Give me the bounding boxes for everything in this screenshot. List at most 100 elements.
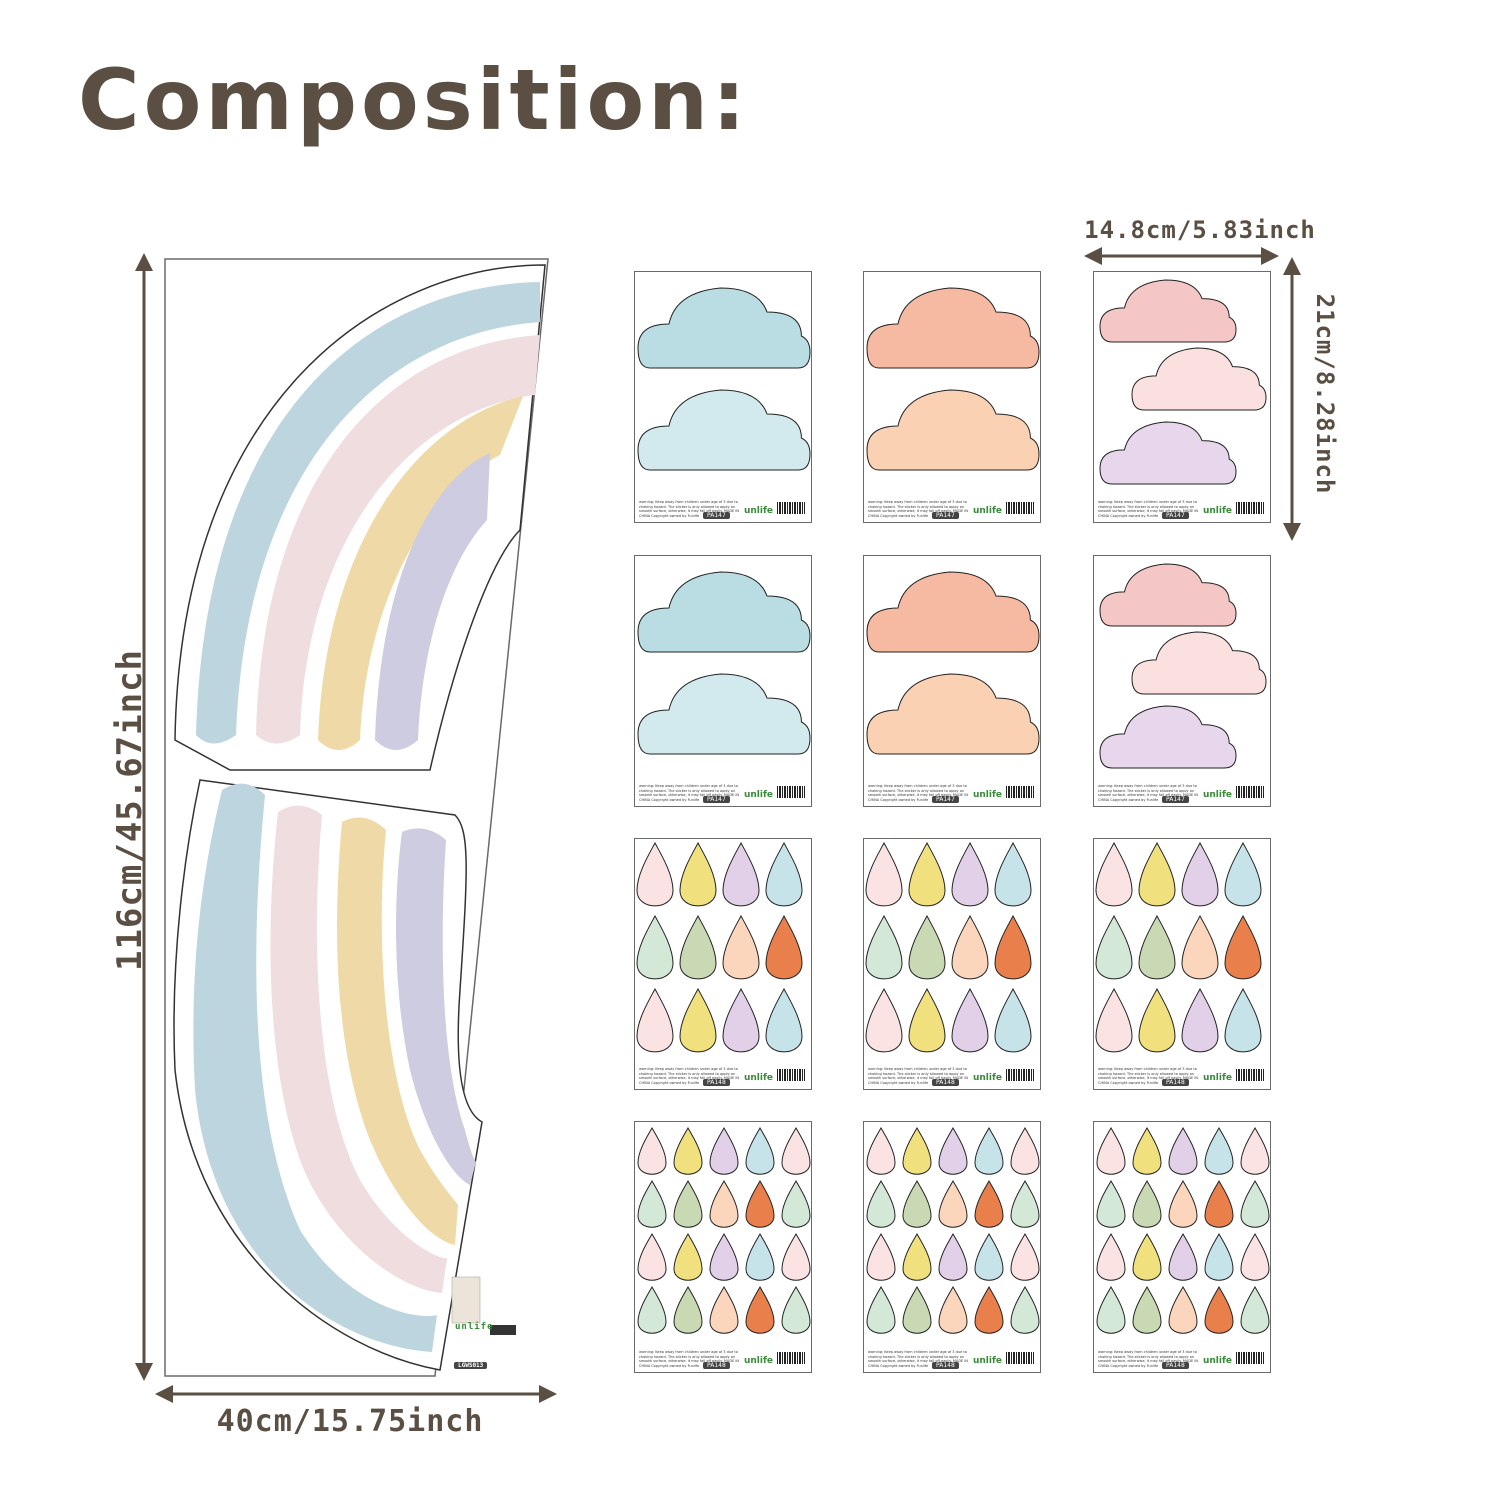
raindrop-sticker bbox=[637, 1232, 667, 1281]
raindrop-sticker bbox=[994, 841, 1032, 907]
cloud-sticker bbox=[1099, 421, 1237, 485]
cloud-sticker bbox=[637, 389, 811, 471]
raindrop-sticker bbox=[908, 914, 946, 980]
sheet-warning-text: warning: Keep away from children under a… bbox=[1098, 500, 1198, 518]
raindrop-sticker bbox=[866, 1232, 896, 1281]
cloud-sticker bbox=[637, 571, 811, 653]
raindrop-sticker bbox=[636, 987, 674, 1053]
raindrop-sticker bbox=[1096, 1232, 1126, 1281]
sticker-sheet: warning: Keep away from children under a… bbox=[634, 271, 812, 523]
sheet-warning-text: warning: Keep away from children under a… bbox=[868, 1067, 968, 1085]
sheet-warning-text: warning: Keep away from children under a… bbox=[1098, 784, 1198, 802]
sticker-sheet: warning: Keep away from children under a… bbox=[1093, 555, 1271, 807]
raindrop-sticker bbox=[1138, 841, 1176, 907]
raindrop-sticker bbox=[745, 1285, 775, 1334]
cloud-sticker bbox=[1099, 279, 1237, 343]
sticker-sheet: warning: Keep away from children under a… bbox=[634, 1121, 812, 1373]
raindrop-sticker bbox=[1010, 1179, 1040, 1228]
sheet-code: PA147 bbox=[703, 796, 730, 803]
sheet-code: PA147 bbox=[1162, 796, 1189, 803]
sheet-warning-text: warning: Keep away from children under a… bbox=[639, 784, 739, 802]
raindrop-sticker bbox=[1010, 1285, 1040, 1334]
raindrop-sticker bbox=[908, 987, 946, 1053]
raindrop-sticker bbox=[1204, 1126, 1234, 1175]
raindrop-sticker bbox=[938, 1126, 968, 1175]
cloud-sticker bbox=[637, 673, 811, 755]
sheet-artwork bbox=[1095, 841, 1262, 1053]
rainbow-preview-image bbox=[451, 1276, 481, 1324]
raindrop-sticker bbox=[637, 1285, 667, 1334]
raindrop-sticker bbox=[1168, 1126, 1198, 1175]
raindrop-sticker bbox=[1224, 914, 1262, 980]
raindrop-sticker bbox=[1240, 1126, 1270, 1175]
funlife-logo: unlife bbox=[1202, 1356, 1232, 1366]
rainbow-top-lavender bbox=[375, 453, 490, 750]
sticker-sheet: warning: Keep away from children under a… bbox=[634, 838, 812, 1090]
raindrop-sticker bbox=[902, 1285, 932, 1334]
raindrop-sticker bbox=[673, 1232, 703, 1281]
raindrop-sticker bbox=[637, 1126, 667, 1175]
raindrop-sticker bbox=[765, 841, 803, 907]
cloud-sticker bbox=[866, 287, 1040, 369]
barcode-icon bbox=[777, 502, 805, 514]
raindrop-sticker bbox=[951, 914, 989, 980]
raindrop-sticker bbox=[866, 1179, 896, 1228]
rainbow-bottom-blue bbox=[193, 783, 437, 1352]
raindrop-sticker bbox=[1168, 1285, 1198, 1334]
sheet-warning-text: warning: Keep away from children under a… bbox=[639, 1350, 739, 1368]
raindrop-sticker bbox=[865, 987, 903, 1053]
sticker-sheet: warning: Keep away from children under a… bbox=[863, 555, 1041, 807]
raindrop-sticker bbox=[974, 1285, 1004, 1334]
raindrop-sticker bbox=[865, 841, 903, 907]
rainbow-bottom-yellow bbox=[337, 817, 458, 1245]
sticker-sheet: warning: Keep away from children under a… bbox=[863, 1121, 1041, 1373]
sheet-artwork bbox=[865, 841, 1032, 1053]
barcode-icon bbox=[1236, 1352, 1264, 1364]
raindrop-sticker bbox=[902, 1232, 932, 1281]
raindrop-sticker bbox=[1181, 841, 1219, 907]
funlife-logo: unlife bbox=[743, 1356, 773, 1366]
raindrop-sticker bbox=[745, 1179, 775, 1228]
funlife-logo: unlife bbox=[972, 506, 1002, 516]
raindrop-sticker bbox=[709, 1126, 739, 1175]
raindrop-sticker bbox=[1132, 1285, 1162, 1334]
funlife-logo: unlife bbox=[743, 1073, 773, 1083]
sheet-warning-text: warning: Keep away from children under a… bbox=[1098, 1350, 1198, 1368]
raindrop-sticker bbox=[951, 987, 989, 1053]
raindrop-sticker bbox=[1095, 987, 1133, 1053]
rainbow-barcode bbox=[490, 1325, 516, 1335]
raindrop-sticker bbox=[745, 1232, 775, 1281]
rainbow-top-blue bbox=[196, 282, 540, 744]
raindrop-sticker bbox=[1010, 1232, 1040, 1281]
barcode-icon bbox=[1006, 786, 1034, 798]
rainbow-top-yellow bbox=[318, 396, 523, 750]
sheet-code: PA148 bbox=[703, 1079, 730, 1086]
raindrop-sticker bbox=[938, 1285, 968, 1334]
raindrop-sticker bbox=[1181, 987, 1219, 1053]
barcode-icon bbox=[1236, 1069, 1264, 1081]
rainbow-bottom-pink bbox=[270, 805, 447, 1293]
raindrop-sticker bbox=[908, 841, 946, 907]
barcode-icon bbox=[1236, 502, 1264, 514]
rainbow-logo: unlife bbox=[455, 1322, 494, 1332]
rainbow-height-label: 116cm/45.67inch bbox=[110, 648, 150, 972]
sticker-sheet: warning: Keep away from children under a… bbox=[1093, 271, 1271, 523]
raindrop-sticker bbox=[679, 841, 717, 907]
raindrop-sticker bbox=[1240, 1179, 1270, 1228]
raindrop-sticker bbox=[865, 914, 903, 980]
raindrop-sticker bbox=[1204, 1232, 1234, 1281]
raindrop-sticker bbox=[765, 914, 803, 980]
raindrop-sticker bbox=[974, 1179, 1004, 1228]
raindrop-sticker bbox=[781, 1285, 811, 1334]
raindrop-sticker bbox=[866, 1126, 896, 1175]
raindrop-sticker bbox=[1010, 1126, 1040, 1175]
raindrop-sticker bbox=[709, 1179, 739, 1228]
raindrop-sticker bbox=[951, 841, 989, 907]
sheet-warning-text: warning: Keep away from children under a… bbox=[868, 1350, 968, 1368]
sticker-sheet: warning: Keep away from children under a… bbox=[863, 838, 1041, 1090]
raindrop-sticker bbox=[673, 1126, 703, 1175]
raindrop-sticker bbox=[722, 987, 760, 1053]
raindrop-sticker bbox=[902, 1179, 932, 1228]
raindrop-sticker bbox=[1132, 1232, 1162, 1281]
cloud-sticker bbox=[1099, 563, 1237, 627]
